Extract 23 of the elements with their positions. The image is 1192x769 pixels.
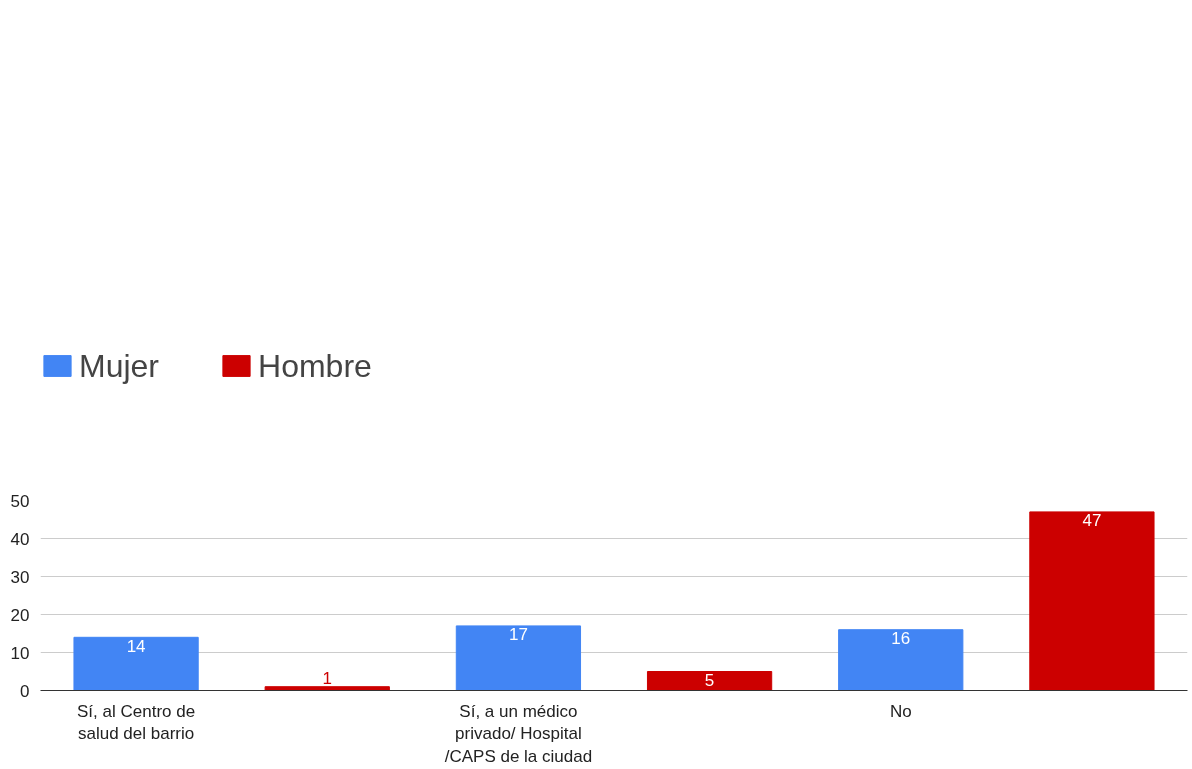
y-tick-label: 40 xyxy=(10,529,30,549)
bar xyxy=(1029,511,1155,691)
data-label: 1 xyxy=(322,669,332,689)
bar xyxy=(264,686,390,691)
data-label: 14 xyxy=(126,636,146,656)
data-label: 17 xyxy=(508,625,528,645)
x-tick-label: No xyxy=(889,701,912,721)
legend-label: Mujer xyxy=(79,347,160,385)
bar xyxy=(838,629,964,691)
data-label: 16 xyxy=(891,628,911,648)
legend-label: Hombre xyxy=(258,347,372,385)
y-tick-label: 20 xyxy=(10,605,30,625)
x-tick-label: Sí, a un médico privado/ Hospital /CAPS de la ciudad xyxy=(444,701,593,767)
y-tick-label: 30 xyxy=(10,567,30,587)
y-tick-label: 10 xyxy=(10,643,30,663)
y-tick-label: 0 xyxy=(20,681,30,701)
y-tick-label: 50 xyxy=(10,491,30,511)
bar xyxy=(455,625,582,691)
data-label: 5 xyxy=(704,670,715,690)
x-tick-label: Sí, al Centro de salud del barrio xyxy=(77,701,196,744)
bar xyxy=(73,636,199,691)
data-label: 47 xyxy=(1082,511,1102,531)
bar xyxy=(646,671,773,691)
